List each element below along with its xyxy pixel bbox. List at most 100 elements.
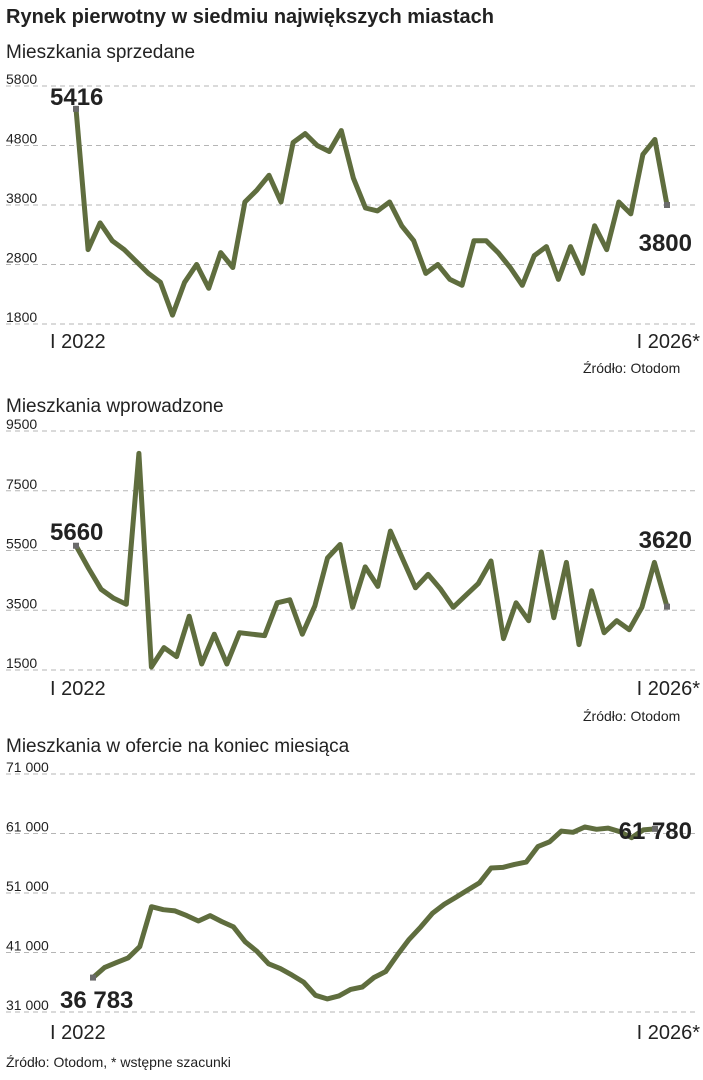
data-point: [161, 645, 167, 650]
panel-title-offer: Mieszkania w ofercie na koniec miesiąca: [6, 736, 350, 757]
data-point: [512, 862, 517, 867]
last-value-label: 3800: [639, 230, 692, 257]
source-introduced: Źródło: Otodom: [583, 708, 681, 724]
data-point: [274, 600, 280, 605]
x-end-label: I 2026*: [637, 331, 701, 353]
data-point: [325, 555, 330, 561]
data-point: [617, 829, 623, 834]
data-point: [350, 605, 355, 610]
start-marker: [90, 974, 96, 981]
x-end-label: I 2026*: [637, 678, 701, 700]
data-point: [249, 631, 255, 637]
x-end-label: I 2026*: [637, 1022, 701, 1044]
end-marker: [652, 825, 658, 832]
data-point: [413, 585, 418, 591]
data-point: [589, 588, 594, 594]
data-point: [348, 987, 353, 992]
data-point: [196, 918, 201, 924]
data-point: [652, 137, 658, 142]
data-point: [231, 924, 236, 930]
data-point: [122, 247, 127, 252]
data-point: [488, 558, 494, 564]
data-point: [302, 131, 308, 136]
data-point: [336, 993, 342, 999]
data-point: [451, 605, 456, 610]
data-point: [459, 283, 465, 288]
end-marker: [664, 603, 670, 610]
y-tick-label: 5500: [6, 536, 37, 552]
data-point: [641, 827, 646, 833]
data-point: [124, 602, 129, 607]
data-point: [532, 253, 537, 258]
data-point: [423, 271, 428, 276]
data-point: [230, 265, 235, 270]
data-point: [212, 631, 217, 637]
y-tick-label: 3800: [6, 190, 37, 206]
data-point: [580, 271, 585, 276]
data-point: [551, 615, 557, 620]
data-point: [570, 830, 576, 835]
data-point: [266, 173, 272, 178]
data-point: [399, 223, 404, 229]
data-point: [616, 199, 621, 205]
start-marker: [73, 542, 79, 549]
data-point: [290, 140, 296, 145]
data-point: [524, 859, 529, 865]
data-point: [219, 919, 224, 924]
data-point: [114, 960, 119, 965]
data-point: [339, 128, 344, 133]
data-point: [568, 244, 573, 249]
data-point: [564, 560, 569, 565]
data-point: [172, 908, 178, 914]
first-value-label: 5416: [50, 84, 103, 111]
y-tick-label: 9500: [6, 416, 37, 432]
data-point: [170, 312, 175, 318]
data-point: [360, 984, 365, 990]
series-line: [73, 450, 670, 670]
data-point: [375, 584, 380, 589]
data-point: [627, 627, 632, 632]
data-point: [242, 199, 248, 205]
data-point: [601, 630, 607, 635]
data-point: [640, 152, 646, 157]
data-point: [158, 280, 163, 285]
data-point: [98, 587, 104, 592]
data-point: [508, 265, 513, 270]
data-point: [313, 993, 318, 998]
data-point: [184, 913, 189, 918]
data-point: [477, 880, 482, 886]
data-point: [312, 603, 318, 608]
data-point: [371, 975, 377, 980]
data-point: [182, 280, 187, 285]
data-point: [206, 286, 211, 291]
data-point: [435, 262, 441, 267]
data-point: [375, 208, 380, 214]
data-point: [547, 839, 552, 845]
data-point: [327, 149, 332, 154]
data-point: [218, 250, 223, 255]
data-point: [559, 828, 564, 834]
data-point: [639, 605, 645, 610]
data-point: [149, 664, 154, 670]
data-point: [500, 865, 505, 870]
series-line: [90, 824, 658, 1002]
y-tick-label: 3500: [6, 595, 37, 611]
data-point: [488, 865, 494, 871]
data-point: [363, 205, 368, 211]
y-tick-label: 7500: [6, 476, 37, 492]
data-point: [430, 911, 435, 916]
data-point: [125, 955, 131, 961]
data-point: [453, 894, 459, 900]
y-tick-label: 2800: [6, 250, 37, 266]
data-point: [146, 271, 151, 276]
data-point: [102, 965, 107, 970]
y-tick-label: 51 000: [6, 878, 49, 894]
y-tick-label: 31 000: [6, 997, 49, 1013]
data-point: [418, 924, 424, 930]
data-point: [592, 223, 597, 229]
data-point: [652, 560, 657, 565]
data-point: [438, 587, 443, 592]
data-point: [136, 451, 142, 456]
data-point: [463, 593, 469, 598]
